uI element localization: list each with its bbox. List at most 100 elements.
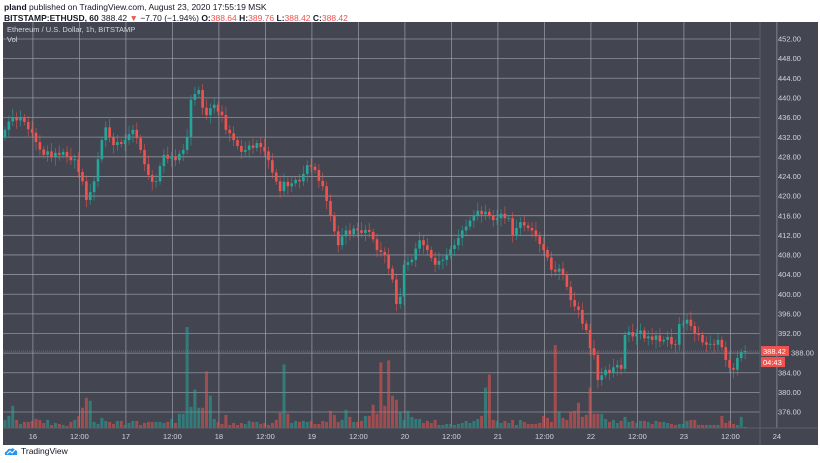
footer-brand[interactable]: TradingView <box>4 446 68 456</box>
x-tick-label: 12:00 <box>349 432 368 441</box>
volume-bar <box>387 360 391 428</box>
candle-body <box>557 268 561 272</box>
candle-body <box>491 215 495 221</box>
volume-bar <box>259 423 263 428</box>
candle-body <box>112 137 115 146</box>
y-tick-label: 412.00 <box>778 231 801 240</box>
volume-bar <box>174 422 177 428</box>
price-axis[interactable]: 452.00 448.00 444.00 440.00 436.00 432.00 428.… <box>778 35 814 417</box>
candle-body <box>534 230 538 237</box>
high-label: H: <box>239 13 249 23</box>
volume-bar <box>158 421 162 428</box>
candles <box>3 84 747 389</box>
volume-bar <box>491 419 495 428</box>
candle-body <box>174 156 177 161</box>
volume-bar <box>208 395 212 428</box>
chart-background <box>3 22 818 445</box>
volume-bar <box>34 418 38 428</box>
x-tick-label: 17 <box>122 432 130 441</box>
x-tick-label: 16 <box>29 432 37 441</box>
candle-body <box>550 257 553 270</box>
candle-body <box>708 343 712 345</box>
y-tick-label: 436.00 <box>778 113 801 122</box>
candle-body <box>716 339 720 345</box>
last-price: 388.42 <box>101 13 128 23</box>
countdown-badge <box>761 357 785 368</box>
candle-body <box>313 166 317 171</box>
volume-bar <box>274 419 278 428</box>
candle-body <box>530 227 534 231</box>
candle-body <box>96 159 100 182</box>
volume-bar <box>294 420 298 428</box>
volume-bar <box>441 424 445 428</box>
volume-bar <box>154 421 158 428</box>
volume-bar <box>321 420 325 428</box>
candle-body <box>654 335 658 340</box>
last-price-badge <box>761 346 789 357</box>
candle-body <box>178 153 181 161</box>
volume-bar <box>112 423 115 428</box>
volume-bar <box>681 423 685 428</box>
volume-bar <box>193 389 197 428</box>
volume-bar <box>487 374 491 428</box>
candle-body <box>166 154 170 159</box>
volume-bar <box>522 421 526 428</box>
candle-body <box>453 245 456 250</box>
volume-bar <box>251 421 255 428</box>
y-tick-label: 428.00 <box>778 152 801 161</box>
candle-body <box>584 323 588 331</box>
candle-body <box>426 245 429 251</box>
volume-bar <box>170 418 174 428</box>
candle-body <box>150 174 154 182</box>
author-name[interactable]: pland <box>4 2 27 12</box>
time-axis[interactable]: 16 12:00 17 12:00 18 12:00 19 12:00 20 12:00 21 12:… <box>29 432 781 441</box>
candle-body <box>464 226 468 231</box>
candle-body <box>329 200 332 216</box>
candle-body <box>348 230 352 235</box>
candle-body <box>81 172 84 182</box>
volume-bar <box>654 420 658 428</box>
volume-bar <box>81 407 84 428</box>
tradingview-cloud-icon <box>4 447 18 455</box>
volume-bar <box>367 415 371 428</box>
volume-bar <box>530 423 534 428</box>
candle-body <box>42 149 46 155</box>
y-tick-label: 448.00 <box>778 54 801 63</box>
volume-bar <box>15 419 19 428</box>
volume-bar <box>313 423 317 428</box>
volume-bar <box>495 420 499 428</box>
volume-bar <box>623 416 627 428</box>
volume-bar <box>22 421 26 428</box>
volume-bar <box>228 424 232 428</box>
x-tick-label: 12:00 <box>535 432 554 441</box>
volume-bar <box>298 421 301 428</box>
y-tick-label: 376.00 <box>778 408 801 417</box>
volume-bar <box>573 410 577 428</box>
y-tick-label: 396.00 <box>778 309 801 318</box>
volume-bar <box>592 413 596 428</box>
candle-body <box>705 342 708 345</box>
volume-bar <box>743 426 747 428</box>
volume-bar <box>398 411 402 428</box>
volume-bar <box>360 420 363 428</box>
volume-bar <box>584 414 588 428</box>
candle-body <box>596 355 600 381</box>
candle-body <box>449 249 452 256</box>
candle-body <box>375 239 379 251</box>
candle-body <box>414 248 418 260</box>
volume-bar <box>263 422 267 428</box>
x-tick-label: 18 <box>215 432 223 441</box>
candle-body <box>437 260 441 265</box>
volume-bar <box>708 424 712 428</box>
candle-body <box>646 336 650 339</box>
candle-body <box>286 181 290 187</box>
candle-body <box>162 154 166 167</box>
volume-bar <box>352 421 356 428</box>
candle-body <box>100 140 104 160</box>
countdown-text: 04:43 <box>763 358 782 367</box>
high-value: 389.76 <box>248 13 275 23</box>
volume-bar <box>739 416 743 428</box>
candle-body <box>274 172 278 182</box>
volume-bar <box>185 327 189 428</box>
